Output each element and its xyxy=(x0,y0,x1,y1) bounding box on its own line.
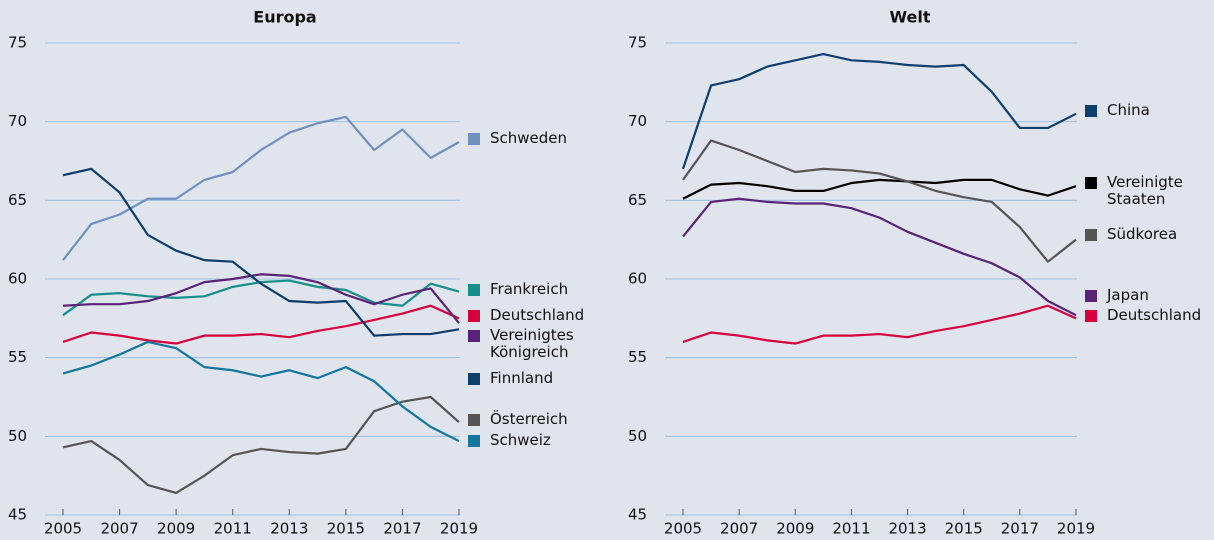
y-tick-label: 70 xyxy=(8,112,27,130)
x-tick-label: 2017 xyxy=(383,520,421,538)
series-line xyxy=(682,197,1077,317)
y-tick-label: 55 xyxy=(8,348,27,366)
legend-swatch xyxy=(1085,310,1097,322)
legend-label: China xyxy=(1107,101,1150,119)
chart-title: Welt xyxy=(889,8,930,27)
series-line xyxy=(62,340,460,443)
x-tick-label: 2009 xyxy=(776,520,814,538)
legend-label: Vereinigte Staaten xyxy=(1107,173,1183,208)
legend-label: Schweiz xyxy=(490,431,551,449)
y-tick-label: 50 xyxy=(628,427,647,445)
y-tick-label: 65 xyxy=(8,191,27,209)
y-tick-label: 60 xyxy=(628,270,647,288)
y-tick-label: 55 xyxy=(628,348,647,366)
series-line xyxy=(681,52,1077,170)
legend-swatch xyxy=(468,284,480,296)
x-tick-label: 2011 xyxy=(214,520,252,538)
legend-swatch xyxy=(468,435,480,447)
x-tick-label: 2005 xyxy=(44,520,82,538)
series-line xyxy=(62,273,460,324)
legend-swatch xyxy=(1085,177,1097,189)
y-tick-label: 75 xyxy=(8,34,27,52)
legend-label: Vereinigtes Königreich xyxy=(490,326,574,361)
legend-label: Finnland xyxy=(490,369,554,387)
legend-label: Deutschland xyxy=(1107,306,1202,324)
legend-swatch xyxy=(468,310,480,322)
legend-label: Österreich xyxy=(490,410,568,428)
x-tick-label: 2019 xyxy=(440,520,478,538)
legend-label: Schweden xyxy=(490,129,568,147)
y-tick-label: 60 xyxy=(8,270,27,288)
legend-label: Japan xyxy=(1107,286,1149,304)
y-tick-label: 45 xyxy=(628,506,647,524)
series-line xyxy=(682,304,1077,345)
legend-swatch xyxy=(468,330,480,342)
legend-label: Südkorea xyxy=(1107,225,1178,243)
series-line xyxy=(682,139,1077,263)
y-tick-label: 70 xyxy=(628,112,647,130)
x-tick-label: 2009 xyxy=(157,520,195,538)
x-tick-label: 2005 xyxy=(664,520,702,538)
y-tick-label: 75 xyxy=(628,34,647,52)
x-tick-label: 2017 xyxy=(1001,520,1039,538)
y-tick-label: 45 xyxy=(8,506,27,524)
legend-swatch xyxy=(1085,105,1097,117)
x-tick-label: 2019 xyxy=(1057,520,1095,538)
series-line xyxy=(62,395,460,495)
legend-swatch xyxy=(468,373,480,385)
x-tick-label: 2007 xyxy=(100,520,138,538)
x-tick-label: 2013 xyxy=(270,520,308,538)
y-tick-label: 50 xyxy=(8,427,27,445)
legend-label: Frankreich xyxy=(490,280,569,298)
series-line xyxy=(682,178,1077,200)
y-tick-label: 65 xyxy=(628,191,647,209)
series-line xyxy=(62,115,460,261)
legend-label: Deutschland xyxy=(490,306,585,324)
x-tick-label: 2015 xyxy=(945,520,983,538)
series-line xyxy=(62,167,460,337)
x-tick-label: 2015 xyxy=(327,520,365,538)
legend-swatch xyxy=(1085,290,1097,302)
x-tick-label: 2013 xyxy=(888,520,926,538)
legend-swatch xyxy=(468,414,480,426)
x-tick-label: 2011 xyxy=(832,520,870,538)
chart-title: Europa xyxy=(253,8,316,27)
series-line xyxy=(62,279,460,317)
x-tick-label: 2007 xyxy=(720,520,758,538)
legend-swatch xyxy=(1085,229,1097,241)
series-line xyxy=(62,304,460,345)
legend-swatch xyxy=(468,133,480,145)
